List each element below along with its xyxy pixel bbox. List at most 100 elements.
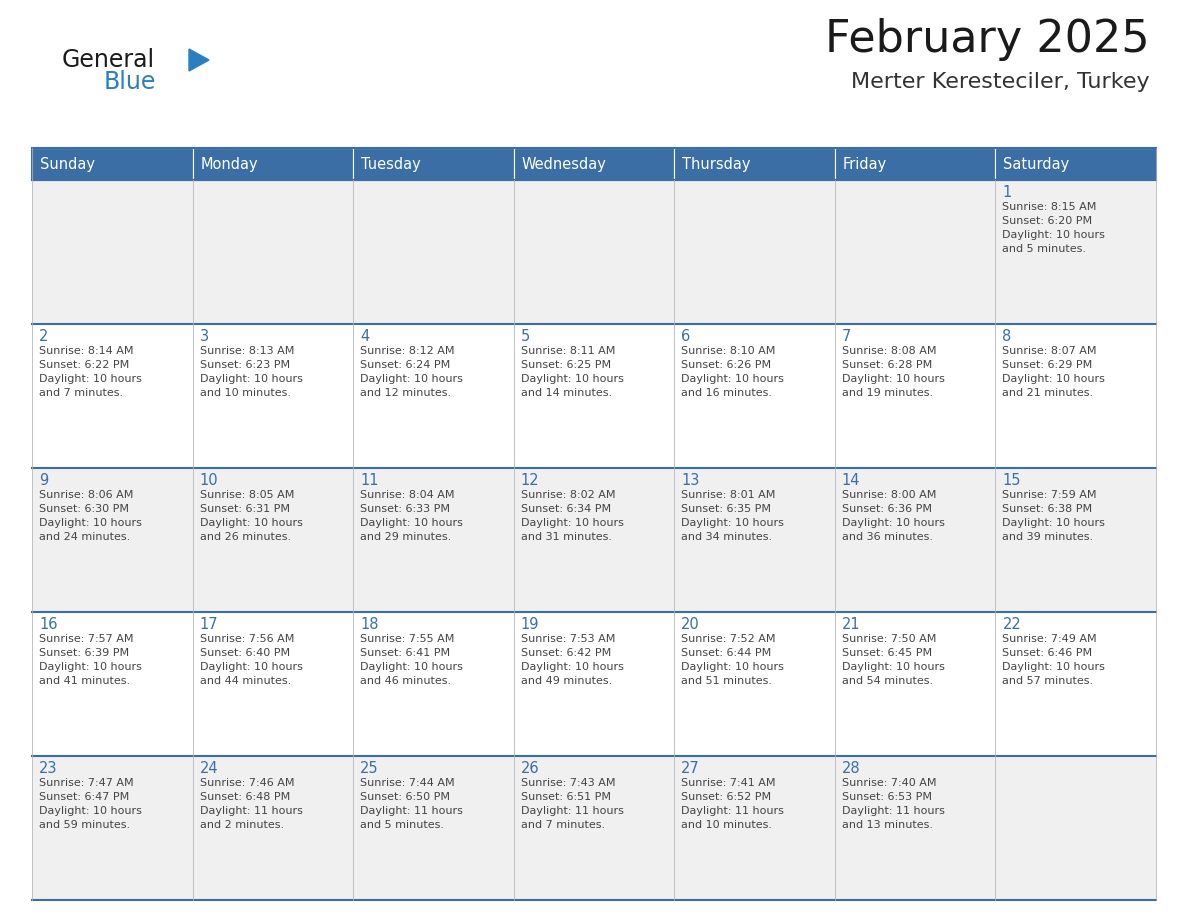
Text: General: General [62,48,156,72]
Bar [32,756,192,900]
Text: Daylight: 10 hours: Daylight: 10 hours [1003,518,1105,528]
Text: Daylight: 10 hours: Daylight: 10 hours [842,374,944,384]
Bar [192,180,353,324]
Bar [996,324,1156,468]
Text: Daylight: 10 hours: Daylight: 10 hours [200,518,303,528]
Text: and 7 minutes.: and 7 minutes. [520,820,605,830]
Bar [353,756,513,900]
Text: and 26 minutes.: and 26 minutes. [200,532,291,542]
Bar [835,180,996,324]
Bar [353,180,513,324]
Text: Sunset: 6:22 PM: Sunset: 6:22 PM [39,360,129,370]
Bar [835,324,996,468]
Text: Sunset: 6:26 PM: Sunset: 6:26 PM [681,360,771,370]
Text: and 2 minutes.: and 2 minutes. [200,820,284,830]
Bar [835,468,996,612]
Bar [32,148,192,180]
Text: Daylight: 10 hours: Daylight: 10 hours [39,806,141,816]
Text: Daylight: 10 hours: Daylight: 10 hours [360,662,463,672]
Bar [353,148,513,180]
Text: Daylight: 11 hours: Daylight: 11 hours [360,806,463,816]
Text: Sunset: 6:29 PM: Sunset: 6:29 PM [1003,360,1093,370]
Bar [32,180,192,324]
Text: Daylight: 10 hours: Daylight: 10 hours [39,374,141,384]
Bar [996,756,1156,900]
Text: Sunset: 6:24 PM: Sunset: 6:24 PM [360,360,450,370]
Text: and 29 minutes.: and 29 minutes. [360,532,451,542]
Text: Monday: Monday [201,156,258,172]
Bar [513,324,675,468]
Text: February 2025: February 2025 [826,18,1150,61]
Bar [192,612,353,756]
Bar [675,324,835,468]
Text: Friday: Friday [842,156,887,172]
Text: 9: 9 [39,473,49,488]
Text: 25: 25 [360,761,379,776]
Text: Sunrise: 7:53 AM: Sunrise: 7:53 AM [520,634,615,644]
Text: and 49 minutes.: and 49 minutes. [520,676,612,686]
Text: Sunrise: 7:52 AM: Sunrise: 7:52 AM [681,634,776,644]
Text: and 12 minutes.: and 12 minutes. [360,388,451,398]
Text: Daylight: 10 hours: Daylight: 10 hours [1003,230,1105,240]
Text: Sunset: 6:50 PM: Sunset: 6:50 PM [360,792,450,802]
Text: Daylight: 10 hours: Daylight: 10 hours [1003,374,1105,384]
Text: 10: 10 [200,473,219,488]
Text: Sunset: 6:48 PM: Sunset: 6:48 PM [200,792,290,802]
Text: Sunrise: 7:44 AM: Sunrise: 7:44 AM [360,778,455,788]
Bar [32,612,192,756]
Bar [835,612,996,756]
Text: and 44 minutes.: and 44 minutes. [200,676,291,686]
Bar [996,148,1156,180]
Bar [675,468,835,612]
Text: and 13 minutes.: and 13 minutes. [842,820,933,830]
Text: Sunrise: 8:08 AM: Sunrise: 8:08 AM [842,346,936,356]
Bar [835,148,996,180]
Text: Sunset: 6:41 PM: Sunset: 6:41 PM [360,648,450,658]
Text: Daylight: 10 hours: Daylight: 10 hours [520,374,624,384]
Text: and 21 minutes.: and 21 minutes. [1003,388,1093,398]
Text: 26: 26 [520,761,539,776]
Bar [192,468,353,612]
Text: Daylight: 10 hours: Daylight: 10 hours [681,374,784,384]
Text: Sunrise: 8:07 AM: Sunrise: 8:07 AM [1003,346,1097,356]
Text: and 41 minutes.: and 41 minutes. [39,676,131,686]
Text: Daylight: 10 hours: Daylight: 10 hours [681,662,784,672]
Text: Sunrise: 8:13 AM: Sunrise: 8:13 AM [200,346,293,356]
Text: Sunrise: 7:41 AM: Sunrise: 7:41 AM [681,778,776,788]
Text: 21: 21 [842,617,860,632]
Bar [675,180,835,324]
Bar [32,148,1156,180]
Text: Sunset: 6:53 PM: Sunset: 6:53 PM [842,792,931,802]
Bar [835,756,996,900]
Text: Sunrise: 7:46 AM: Sunrise: 7:46 AM [200,778,295,788]
Text: Daylight: 11 hours: Daylight: 11 hours [842,806,944,816]
Text: 27: 27 [681,761,700,776]
Text: Daylight: 10 hours: Daylight: 10 hours [360,518,463,528]
Text: 13: 13 [681,473,700,488]
Text: 6: 6 [681,329,690,344]
Text: Thursday: Thursday [682,156,751,172]
Text: and 7 minutes.: and 7 minutes. [39,388,124,398]
Bar [675,756,835,900]
Text: Sunrise: 8:11 AM: Sunrise: 8:11 AM [520,346,615,356]
Text: Daylight: 10 hours: Daylight: 10 hours [1003,662,1105,672]
Text: and 51 minutes.: and 51 minutes. [681,676,772,686]
Bar [513,756,675,900]
Text: Daylight: 10 hours: Daylight: 10 hours [200,662,303,672]
Text: Sunrise: 7:40 AM: Sunrise: 7:40 AM [842,778,936,788]
Bar [513,468,675,612]
Text: 2: 2 [39,329,49,344]
Text: and 10 minutes.: and 10 minutes. [681,820,772,830]
Text: 11: 11 [360,473,379,488]
Text: and 34 minutes.: and 34 minutes. [681,532,772,542]
Text: Sunset: 6:46 PM: Sunset: 6:46 PM [1003,648,1093,658]
Bar [192,148,353,180]
Text: Sunset: 6:51 PM: Sunset: 6:51 PM [520,792,611,802]
Text: 19: 19 [520,617,539,632]
Text: 8: 8 [1003,329,1012,344]
Polygon shape [189,49,209,71]
Text: Sunrise: 7:43 AM: Sunrise: 7:43 AM [520,778,615,788]
Text: and 57 minutes.: and 57 minutes. [1003,676,1093,686]
Text: and 16 minutes.: and 16 minutes. [681,388,772,398]
Text: 1: 1 [1003,185,1012,200]
